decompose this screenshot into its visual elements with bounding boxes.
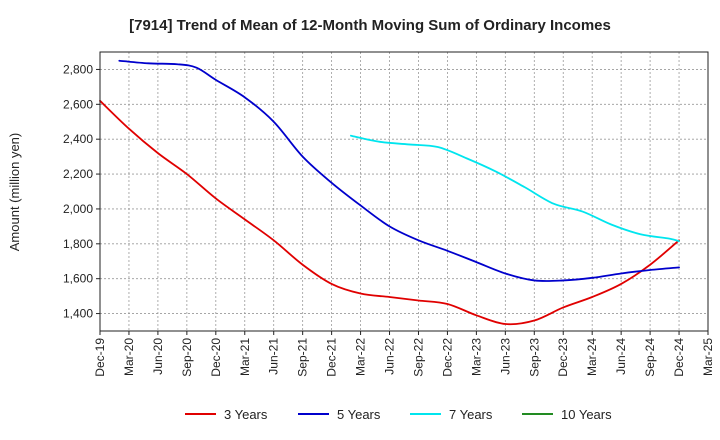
y-axis-ticks: 1,400 1,600 1,800 2,000 2,200 2,400 2,600 2,800 [63,62,100,321]
x-axis-ticks: Dec-19 Mar-20 Jun-20 Sep-20 Dec-20 Mar-21 Jun-… [93,331,715,377]
legend: 3 Years 5 Years 7 Years 10 Years [185,407,612,422]
x-tick-label: Dec-22 [440,338,454,377]
x-tick-label: Dec-20 [209,338,223,377]
x-tick-label: Dec-19 [93,338,107,377]
x-tick-label: Dec-21 [325,338,339,377]
gridlines [100,52,708,331]
x-tick-label: Dec-24 [672,338,686,377]
x-tick-label: Mar-25 [701,338,715,376]
x-tick-label: Jun-21 [267,338,281,375]
x-tick-label: Sep-23 [527,338,541,377]
legend-label-5-years: 5 Years [337,407,381,422]
x-tick-label: Mar-24 [585,338,599,376]
y-tick-label: 2,600 [63,97,93,111]
y-axis-label: Amount (million yen) [7,133,22,252]
x-tick-label: Mar-20 [122,338,136,376]
series-lines [99,59,680,326]
y-tick-label: 2,200 [63,167,93,181]
x-tick-label: Mar-21 [238,338,252,376]
legend-label-3-years: 3 Years [224,407,268,422]
x-tick-label: Mar-22 [354,338,368,376]
x-tick-label: Jun-23 [498,338,512,375]
x-tick-label: Sep-24 [643,338,657,377]
y-tick-label: 2,000 [63,202,93,216]
series-line-5-years [118,59,680,282]
y-tick-label: 2,400 [63,132,93,146]
x-tick-label: Jun-24 [614,338,628,375]
chart-title: [7914] Trend of Mean of 12-Month Moving … [129,17,611,34]
x-tick-label: Sep-20 [180,338,194,377]
y-tick-label: 1,600 [63,272,93,286]
series-line-7-years [350,134,680,243]
plot-frame [99,51,709,332]
x-tick-label: Mar-23 [469,338,483,376]
x-tick-label: Jun-20 [151,338,165,375]
plot-border [99,51,709,332]
x-tick-label: Sep-21 [296,338,310,377]
y-tick-label: 1,400 [63,307,93,321]
series-line-3-years [99,99,680,326]
legend-label-7-years: 7 Years [449,407,493,422]
y-tick-label: 2,800 [63,62,93,76]
legend-label-10-years: 10 Years [561,407,612,422]
x-tick-label: Jun-22 [383,338,397,375]
y-tick-label: 1,800 [63,237,93,251]
x-tick-label: Sep-22 [411,338,425,377]
x-tick-label: Dec-23 [556,338,570,377]
